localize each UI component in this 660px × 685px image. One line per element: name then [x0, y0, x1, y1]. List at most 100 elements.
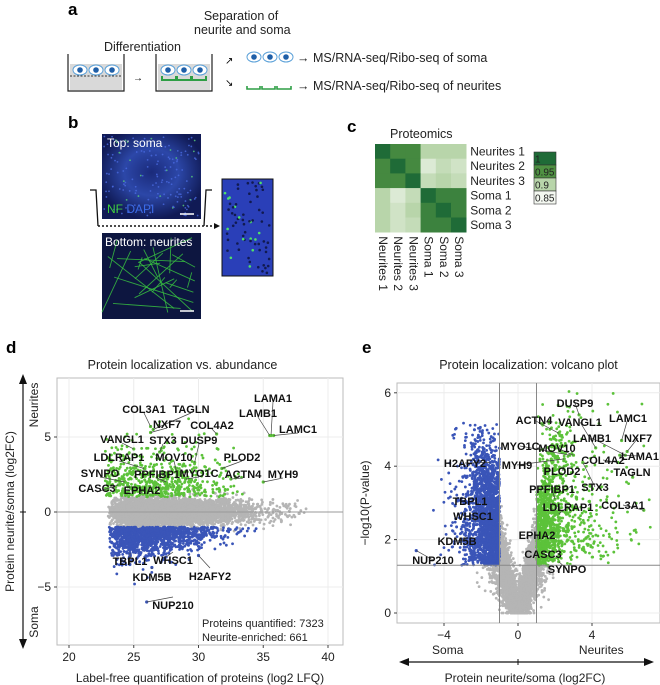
- column-label: Neurites 1: [376, 236, 390, 291]
- stain-legend: NF DAPI: [107, 202, 154, 216]
- soma-speck: [126, 141, 129, 143]
- soma-speck: [179, 193, 182, 196]
- pore: [234, 203, 238, 206]
- data-point: [268, 500, 272, 504]
- heatmap-cell: [390, 173, 406, 189]
- heatmap-cell: [375, 188, 391, 204]
- data-point: [271, 516, 275, 520]
- panel-label-a: a: [68, 0, 78, 19]
- legend-label: 1: [535, 155, 541, 166]
- pore: [243, 230, 247, 234]
- soma-speck: [167, 156, 170, 159]
- soma-speck: [185, 208, 188, 211]
- data-point: [239, 498, 242, 502]
- heatmap-cell: [420, 173, 437, 189]
- soma-speck: [116, 208, 118, 211]
- data-point: [245, 506, 249, 510]
- soma-speck: [180, 195, 183, 198]
- heatmap-cell: [390, 158, 406, 174]
- soma-speck: [168, 144, 170, 147]
- pore: [228, 196, 231, 199]
- data-point: [231, 520, 234, 524]
- pore: [256, 195, 259, 198]
- soma-speck: [170, 177, 173, 180]
- soma-speck: [137, 195, 140, 197]
- soma-speck: [162, 136, 165, 139]
- pore: [242, 213, 245, 216]
- pore: [236, 183, 240, 186]
- soma-speck: [184, 214, 187, 217]
- pore: [241, 237, 245, 241]
- data-point: [134, 501, 138, 505]
- data-point: [188, 504, 192, 507]
- soma-speck: [140, 150, 143, 152]
- x-tick-label: 40: [321, 650, 335, 664]
- neurite-fiber: [117, 258, 185, 263]
- soma-speck: [164, 145, 167, 148]
- pore: [267, 257, 271, 261]
- soma-speck: [114, 159, 116, 162]
- soma-speck: [148, 150, 151, 152]
- soma-speck: [190, 136, 193, 139]
- soma-speck: [196, 214, 199, 217]
- heatmap-cell: [405, 202, 421, 218]
- soma-speck: [143, 137, 146, 140]
- soma-speck: [177, 174, 180, 177]
- soma-speck: [141, 174, 144, 177]
- soma-speck: [178, 193, 181, 196]
- soma-speck: [155, 173, 158, 176]
- heatmap-cell: [405, 188, 421, 204]
- soma-speck: [164, 166, 167, 169]
- soma-speck: [128, 190, 131, 192]
- pore: [261, 188, 265, 192]
- data-point: [293, 515, 297, 519]
- soma-speck: [108, 173, 110, 175]
- data-point: [188, 492, 192, 495]
- heatmap-cell: [405, 158, 421, 174]
- neurite-fiber: [134, 252, 164, 280]
- soma-speck: [181, 169, 184, 171]
- pore: [259, 181, 262, 185]
- x-tick-label: 25: [127, 650, 141, 664]
- data-point: [230, 517, 233, 521]
- soma-speck: [116, 141, 118, 144]
- soma-speck: [156, 175, 159, 178]
- soma-speck: [183, 187, 186, 190]
- data-point: [238, 520, 242, 523]
- y-tick-label: −5: [37, 580, 51, 594]
- pore: [264, 250, 268, 254]
- soma-speck: [133, 204, 136, 207]
- data-point: [110, 518, 114, 522]
- data-point: [113, 514, 116, 517]
- soma-speck: [180, 151, 183, 154]
- column-label: Neurites 2: [391, 236, 405, 291]
- neurite-output: → MS/RNA-seq/Ribo-seq of neurites: [297, 79, 502, 93]
- data-point: [304, 507, 308, 511]
- soma-speck: [129, 159, 131, 162]
- pore: [249, 237, 252, 240]
- data-point: [179, 499, 183, 502]
- nucleus: [109, 67, 115, 73]
- pore: [229, 256, 233, 260]
- column-label: Soma 3: [452, 236, 466, 278]
- pore: [264, 246, 268, 249]
- nucleus: [283, 54, 289, 60]
- soma-speck: [160, 181, 163, 184]
- soma-speck: [189, 189, 192, 192]
- soma-speck: [105, 196, 108, 198]
- heatmap-cell: [405, 144, 421, 159]
- data-point: [233, 516, 237, 520]
- data-point: [260, 498, 264, 502]
- soma-speck: [140, 145, 143, 147]
- pore: [241, 218, 245, 222]
- pore: [227, 208, 230, 211]
- soma-speck: [172, 161, 175, 164]
- data-point: [288, 502, 291, 506]
- soma-speck: [135, 151, 138, 153]
- soma-speck: [194, 196, 197, 199]
- soma-speck: [125, 198, 128, 201]
- row-label: Neurites 2: [470, 159, 525, 173]
- data-point: [261, 513, 265, 517]
- heatmap-cell: [451, 158, 467, 174]
